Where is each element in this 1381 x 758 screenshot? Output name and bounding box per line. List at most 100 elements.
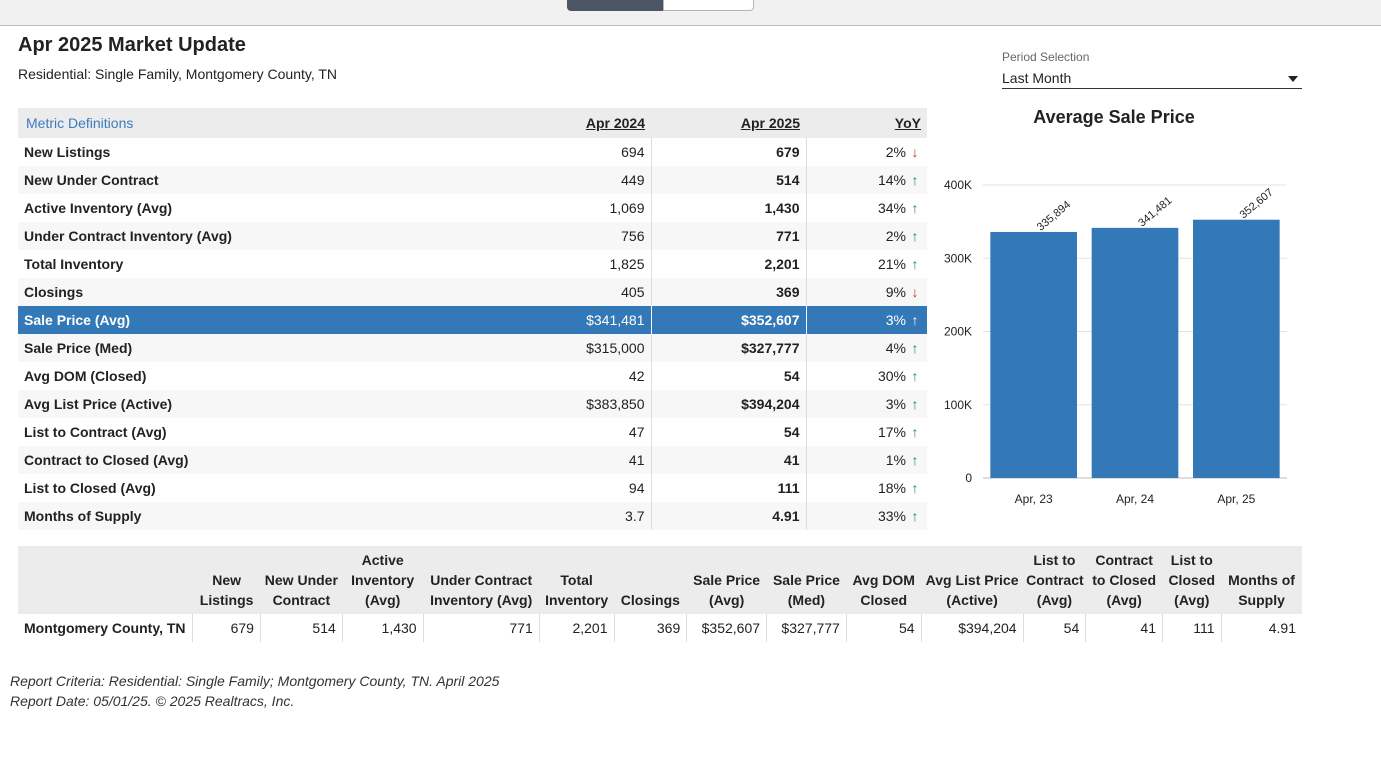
x-tick-label: Apr, 23 (1015, 492, 1053, 506)
data-label: 341,481 (1136, 195, 1174, 230)
summary-column-header: Months of Supply (1221, 546, 1302, 614)
period-select-dropdown[interactable]: Last Month (1002, 68, 1302, 89)
arrow-down-icon: ↓ (911, 284, 919, 300)
summary-column-header: Active Inventory (Avg) (342, 546, 424, 614)
y-tick-label: 200K (944, 325, 972, 339)
metric-yoy-value: 18% (877, 480, 906, 496)
y-tick-label: 0 (965, 471, 972, 485)
metric-yoy: 17% ↑ (806, 418, 927, 446)
metric-prev-value: 42 (496, 362, 652, 390)
data-label: 352,607 (1238, 187, 1276, 222)
metric-yoy: 34% ↑ (806, 194, 927, 222)
summary-cell: 369 (614, 614, 688, 642)
metric-row[interactable]: List to Contract (Avg) 47 54 17% ↑ (18, 418, 927, 446)
metric-name: Sale Price (Avg) (18, 306, 496, 334)
metric-yoy-value: 14% (877, 172, 906, 188)
summary-cell: $394,204 (921, 614, 1024, 642)
metric-yoy: 4% ↑ (806, 334, 927, 362)
metric-curr-value: 41 (651, 446, 807, 474)
summary-column-header: Sale Price (Med) (766, 546, 847, 614)
metric-yoy: 1% ↑ (806, 446, 927, 474)
metric-curr-value: 679 (651, 138, 807, 166)
metric-yoy-value: 34% (877, 200, 906, 216)
metric-name: Avg DOM (Closed) (24, 368, 147, 384)
metric-definitions-link[interactable]: Metric Definitions (18, 108, 496, 138)
arrow-up-icon: ↑ (911, 172, 919, 188)
metric-prev-value: $383,850 (496, 390, 652, 418)
summary-column-header: Sale Price (Avg) (686, 546, 767, 614)
arrow-up-icon: ↑ (911, 508, 919, 524)
metric-row[interactable]: New Listings 694 679 2% ↓ (18, 138, 927, 166)
metric-prev-value: 3.7 (496, 502, 652, 530)
metrics-table: Metric Definitions Apr 2024 Apr 2025 YoY… (18, 108, 927, 530)
metric-name: Closings (18, 278, 496, 306)
column-header-yoy[interactable]: YoY (806, 108, 927, 138)
metric-curr-value: 54 (651, 418, 807, 446)
metric-row[interactable]: Months of Supply 3.7 4.91 33% ↑ (18, 502, 927, 530)
metric-row[interactable]: Avg List Price (Active) $383,850 $394,204 3… (18, 390, 927, 418)
metric-yoy-value: 9% (885, 284, 906, 300)
metric-name: Avg List Price (Active) (18, 390, 496, 418)
bar (1193, 219, 1280, 478)
metric-curr-value: 1,430 (651, 194, 807, 222)
report-criteria: Report Criteria: Residential: Single Fam… (10, 673, 500, 689)
arrow-up-icon: ↑ (911, 452, 919, 468)
metric-yoy: 3% ↑ (806, 390, 927, 418)
metric-row[interactable]: Active Inventory (Avg) 1,069 1,430 34% ↑ (18, 194, 927, 222)
summary-data-row: Montgomery County, TN 679 514 1,430 771 2,201… (18, 614, 1302, 642)
metric-curr-value: $352,607 (651, 306, 807, 334)
metric-row[interactable]: Sale Price (Med) $315,000 $327,777 4% ↑ (18, 334, 927, 362)
metric-row[interactable]: Total Inventory 1,825 2,201 21% ↑ (18, 250, 927, 278)
view-toggle-option[interactable] (663, 0, 754, 11)
summary-cell: 514 (260, 614, 343, 642)
metric-curr-value: 2,201 (651, 250, 807, 278)
metric-row[interactable]: List to Closed (Avg) 94 111 18% ↑ (18, 474, 927, 502)
summary-column-header (18, 546, 193, 614)
metric-row[interactable]: Avg DOM (Closed) 42 54 30% ↑ (18, 362, 927, 390)
metric-row[interactable]: Contract to Closed (Avg) 41 41 1% ↑ (18, 446, 927, 474)
metric-row[interactable]: Under Contract Inventory (Avg) 756 771 2% ↑ (18, 222, 927, 250)
metric-row[interactable]: Sale Price (Avg) $341,481 $352,607 3% ↑ (18, 306, 927, 334)
metric-prev-value: 405 (496, 278, 652, 306)
summary-cell: $352,607 (686, 614, 768, 642)
view-toggle-selected[interactable] (567, 0, 663, 11)
metric-prev-value: $315,000 (496, 334, 652, 362)
chart-title: Average Sale Price (1033, 107, 1195, 127)
metric-prev-value: $341,481 (496, 306, 652, 334)
period-selection: Period Selection Last Month (1002, 50, 1302, 89)
summary-cell: 1,430 (342, 614, 424, 642)
summary-cell: $327,777 (766, 614, 847, 642)
summary-column-header: New Listings (192, 546, 261, 614)
metric-yoy: 30% ↑ (806, 362, 927, 390)
metric-prev-value: 694 (496, 138, 652, 166)
summary-location: Montgomery County, TN (18, 614, 194, 642)
y-tick-label: 400K (944, 178, 972, 192)
metric-row[interactable]: New Under Contract 449 514 14% ↑ (18, 166, 927, 194)
metric-name: Sale Price (Med) (18, 334, 496, 362)
metric-yoy-value: 2% (885, 228, 906, 244)
metric-prev-value: 94 (496, 474, 652, 502)
metric-yoy: 14% ↑ (806, 166, 927, 194)
column-header-prev[interactable]: Apr 2024 (496, 108, 651, 138)
metric-curr-value: 111 (651, 474, 807, 502)
metric-name: List to Contract (Avg) (24, 424, 167, 440)
summary-cell: 111 (1162, 614, 1222, 642)
metric-prev-value: 41 (496, 446, 652, 474)
summary-cell: 4.91 (1268, 620, 1296, 636)
arrow-up-icon: ↑ (911, 396, 919, 412)
metric-prev-value: 47 (496, 418, 652, 446)
metric-yoy: 18% ↑ (806, 474, 927, 502)
arrow-down-icon: ↓ (911, 144, 919, 160)
summary-header-row: New Listings New Under Contract Active Inv… (18, 546, 1302, 614)
arrow-up-icon: ↑ (911, 312, 919, 328)
summary-column-header: List to Contract (Avg) (1023, 546, 1086, 614)
metric-name: Months of Supply (18, 502, 496, 530)
arrow-up-icon: ↑ (911, 340, 919, 356)
period-selection-label: Period Selection (1002, 50, 1090, 64)
y-tick-label: 300K (944, 251, 972, 265)
top-toolbar (0, 0, 1381, 26)
metric-row[interactable]: Closings 405 369 9% ↓ (18, 278, 927, 306)
summary-cell: 54 (846, 614, 922, 642)
column-header-curr[interactable]: Apr 2025 (651, 108, 806, 138)
metric-name: List to Closed (Avg) (24, 480, 156, 496)
